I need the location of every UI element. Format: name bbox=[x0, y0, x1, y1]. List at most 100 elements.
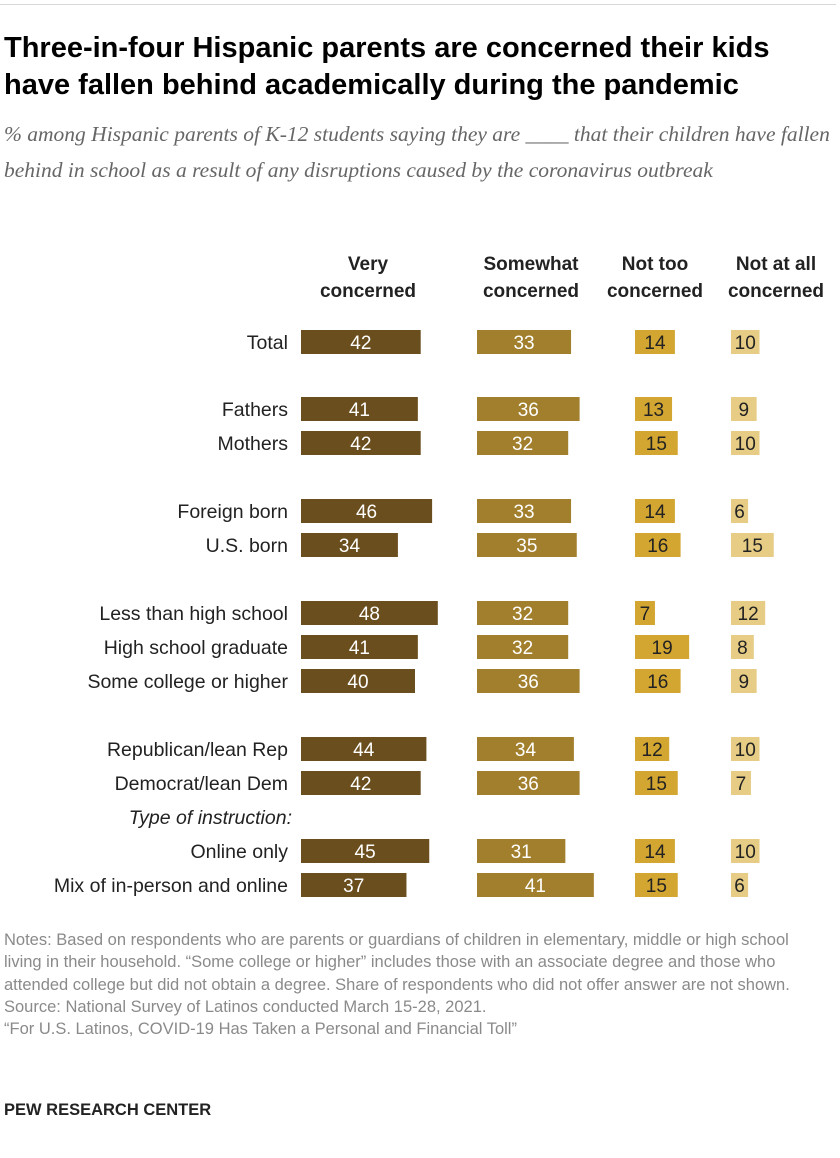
data-label-0: 48 bbox=[359, 604, 380, 625]
data-label-3: 7 bbox=[736, 774, 747, 795]
bar-1 bbox=[477, 839, 566, 863]
data-label-3: 10 bbox=[735, 434, 756, 455]
notes-text: Notes: Based on respondents who are pare… bbox=[4, 931, 790, 994]
bar-1 bbox=[477, 533, 577, 557]
data-label-0: 41 bbox=[349, 638, 370, 659]
bar-0 bbox=[301, 669, 415, 693]
data-label-1: 34 bbox=[515, 740, 537, 761]
data-label-3: 15 bbox=[742, 536, 763, 557]
bar-2 bbox=[635, 533, 681, 557]
data-label-3: 10 bbox=[735, 333, 756, 354]
chart-title: Three-in-four Hispanic parents are conce… bbox=[4, 32, 770, 101]
bar-2 bbox=[635, 431, 678, 455]
bar-2 bbox=[635, 737, 670, 761]
row-label: Foreign born bbox=[177, 501, 288, 523]
notes-block: Notes: Based on respondents who are pare… bbox=[4, 929, 830, 1040]
row-label: Less than high school bbox=[99, 603, 288, 625]
bar-0 bbox=[301, 431, 421, 455]
data-label-3: 10 bbox=[735, 842, 756, 863]
bar-3 bbox=[731, 635, 754, 659]
bar-3 bbox=[731, 397, 757, 421]
bar-0 bbox=[301, 635, 418, 659]
data-label-1: 33 bbox=[513, 502, 534, 523]
bar-0 bbox=[301, 601, 438, 625]
bar-1 bbox=[477, 601, 569, 625]
bar-1 bbox=[477, 397, 580, 421]
data-label-1: 35 bbox=[516, 536, 537, 557]
column-header-0-line-0: Very bbox=[348, 254, 389, 275]
row-label: Mix of in-person and online bbox=[54, 875, 288, 897]
bar-1 bbox=[477, 635, 569, 659]
chart-subtitle: % among Hispanic parents of K-12 student… bbox=[4, 122, 830, 182]
bar-1 bbox=[477, 431, 569, 455]
data-label-1: 36 bbox=[518, 672, 539, 693]
top-rule bbox=[0, 4, 836, 5]
bar-0 bbox=[301, 839, 430, 863]
data-label-2: 15 bbox=[646, 774, 667, 795]
data-label-1: 32 bbox=[512, 434, 533, 455]
column-header-1-line-1: concerned bbox=[483, 281, 579, 302]
bar-3 bbox=[731, 771, 751, 795]
bar-2 bbox=[635, 601, 655, 625]
bar-0 bbox=[301, 533, 398, 557]
data-label-0: 37 bbox=[343, 876, 364, 897]
data-label-0: 42 bbox=[350, 434, 371, 455]
column-header-1-line-0: Somewhat bbox=[483, 254, 579, 275]
row-label: U.S. born bbox=[206, 535, 288, 557]
bar-3 bbox=[731, 873, 749, 897]
data-label-1: 33 bbox=[513, 333, 534, 354]
bar-1 bbox=[477, 737, 574, 761]
bar-2 bbox=[635, 839, 675, 863]
data-label-2: 15 bbox=[646, 876, 667, 897]
data-label-1: 36 bbox=[518, 774, 539, 795]
data-label-2: 19 bbox=[652, 638, 673, 659]
data-label-1: 31 bbox=[511, 842, 532, 863]
data-label-3: 10 bbox=[735, 740, 756, 761]
data-label-2: 15 bbox=[646, 434, 667, 455]
row-label: High school graduate bbox=[104, 637, 288, 659]
bar-2 bbox=[635, 397, 673, 421]
bar-1 bbox=[477, 330, 572, 354]
data-label-3: 6 bbox=[734, 502, 745, 523]
data-label-3: 8 bbox=[737, 638, 748, 659]
bar-0 bbox=[301, 873, 407, 897]
data-label-0: 41 bbox=[349, 400, 370, 421]
row-label: Republican/lean Rep bbox=[107, 739, 288, 761]
data-label-2: 16 bbox=[647, 536, 668, 557]
data-label-3: 9 bbox=[739, 400, 750, 421]
bar-3 bbox=[731, 330, 760, 354]
row-label: Democrat/lean Dem bbox=[115, 773, 288, 795]
bar-3 bbox=[731, 499, 749, 523]
data-label-0: 34 bbox=[339, 536, 361, 557]
bar-0 bbox=[301, 737, 427, 761]
column-header-3-line-1: concerned bbox=[728, 281, 824, 302]
source-text: Source: National Survey of Latinos condu… bbox=[4, 997, 487, 1016]
bar-3 bbox=[731, 431, 760, 455]
data-label-0: 42 bbox=[350, 774, 371, 795]
data-label-1: 32 bbox=[512, 638, 533, 659]
data-label-2: 12 bbox=[642, 740, 663, 761]
bar-1 bbox=[477, 873, 594, 897]
column-header-2-line-0: Not too bbox=[622, 254, 688, 275]
data-label-1: 41 bbox=[525, 876, 546, 897]
data-label-1: 32 bbox=[512, 604, 533, 625]
bar-3 bbox=[731, 533, 774, 557]
bar-0 bbox=[301, 330, 421, 354]
data-label-2: 14 bbox=[644, 502, 666, 523]
bar-3 bbox=[731, 601, 766, 625]
bar-2 bbox=[635, 499, 675, 523]
data-label-0: 42 bbox=[350, 333, 371, 354]
column-header-0-line-1: concerned bbox=[320, 281, 416, 302]
bar-3 bbox=[731, 737, 760, 761]
bar-2 bbox=[635, 771, 678, 795]
row-label: Fathers bbox=[222, 399, 288, 421]
column-header-2-line-1: concerned bbox=[607, 281, 703, 302]
row-label: Some college or higher bbox=[87, 671, 288, 693]
row-label: Mothers bbox=[218, 433, 289, 455]
bar-2 bbox=[635, 873, 678, 897]
bar-1 bbox=[477, 771, 580, 795]
column-header-3-line-0: Not at all bbox=[736, 254, 816, 275]
bar-3 bbox=[731, 669, 757, 693]
bar-chart: Very concerned Somewhat concerned Not too con… bbox=[54, 254, 824, 897]
bar-1 bbox=[477, 669, 580, 693]
